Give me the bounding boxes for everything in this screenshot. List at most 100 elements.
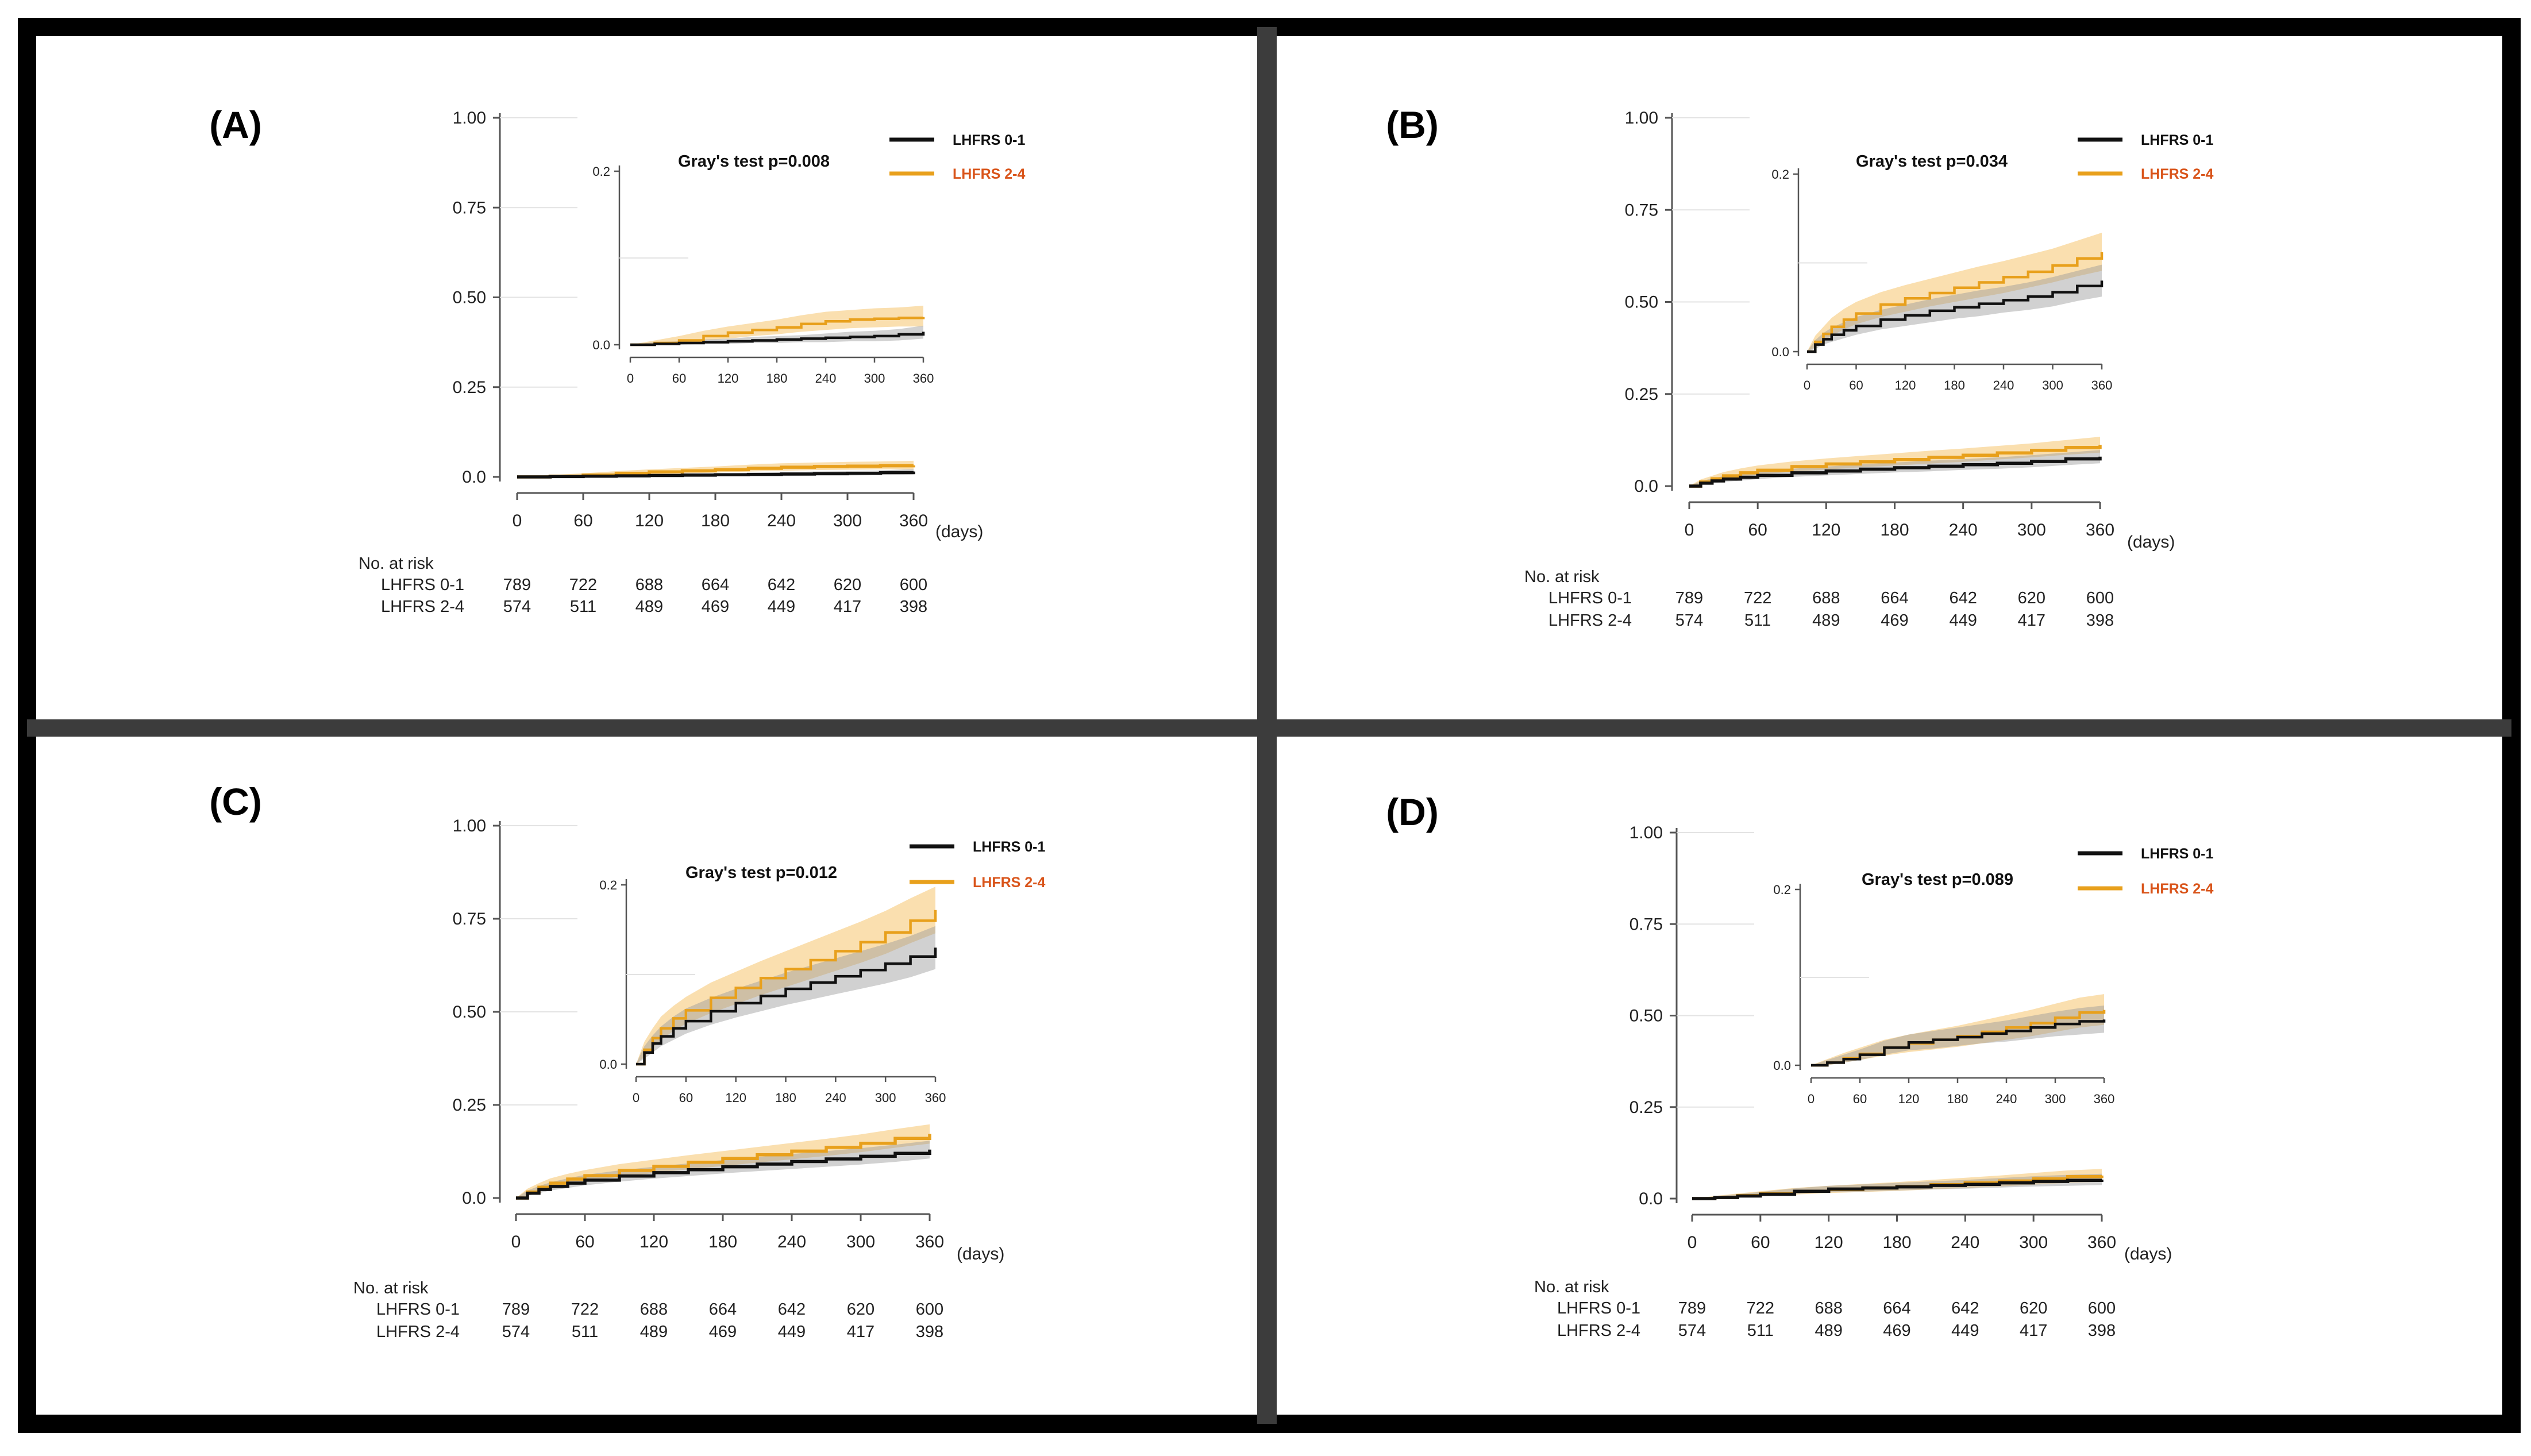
panel-d: (D) 0.0 0.25 0.50 0.75 1.00 0 60 120 180 240 300 360… [1386, 791, 2213, 1340]
legend-label-lhfrs-2-4: LHFRS 2-4 [2141, 166, 2214, 182]
inset-x-tick-label: 360 [2091, 378, 2113, 392]
inset-series-line-lhfrs-0-1 [1807, 280, 2104, 353]
main-y-tick-label: 0.75 [453, 198, 486, 217]
main-x-tick-label: 180 [1880, 521, 1909, 540]
main-y-axis: 0.0 0.25 0.50 0.75 1.00 [453, 816, 577, 1208]
main-x-tick-label: 60 [573, 511, 592, 530]
inset-x-tick-label: 120 [1898, 1092, 1920, 1106]
risk-count: 417 [2018, 611, 2045, 630]
inset-plot: 0.0 0.2 0 60 120 180 240 300 360 [1773, 883, 2114, 1106]
inset-x-tick-label: 240 [825, 1091, 846, 1105]
risk-count: 600 [900, 576, 927, 594]
main-x-tick-label: 0 [1688, 1233, 1697, 1252]
inset-curves [636, 887, 937, 1066]
main-series-line-lhfrs-0-1 [1692, 1178, 2104, 1200]
main-curves [1692, 1169, 2104, 1200]
main-x-tick-label: 120 [640, 1232, 668, 1251]
risk-count: 600 [2086, 589, 2114, 607]
legend-label-lhfrs-0-1: LHFRS 0-1 [2141, 132, 2214, 148]
main-y-tick-label: 0.0 [462, 468, 486, 487]
risk-table-title: No. at risk [1534, 1278, 1609, 1296]
inset-x-tick-label: 60 [1849, 378, 1863, 392]
main-y-axis: 0.0 0.25 0.50 0.75 1.00 [453, 109, 577, 487]
inset-curves [630, 306, 925, 346]
risk-count: 722 [1747, 1299, 1774, 1318]
inset-x-tick-label: 360 [913, 371, 934, 386]
legend-label-lhfrs-2-4: LHFRS 2-4 [953, 166, 1026, 182]
main-curves [516, 1124, 931, 1200]
main-x-tick-label: 0 [1685, 521, 1694, 540]
main-x-tick-label: 60 [1748, 521, 1767, 540]
risk-count: 417 [2020, 1322, 2047, 1340]
inset-y-tick-label: 0.0 [592, 338, 610, 352]
main-x-tick-label: 180 [701, 511, 730, 530]
inset-x-tick-label: 180 [775, 1091, 796, 1105]
risk-count: 620 [2020, 1299, 2047, 1318]
risk-count: 664 [702, 576, 729, 594]
main-x-axis: 0 60 120 180 240 300 360 (days) [511, 1213, 1004, 1264]
main-x-tick-label: 120 [1812, 521, 1840, 540]
inset-y-tick-label: 0.2 [592, 164, 610, 179]
risk-count: 511 [1744, 611, 1771, 630]
risk-count: 574 [1678, 1322, 1706, 1340]
x-unit-label: (days) [957, 1245, 1004, 1264]
risk-count: 600 [2088, 1299, 2116, 1318]
inset-y-tick-label: 0.0 [599, 1057, 617, 1072]
risk-count: 789 [502, 1300, 530, 1319]
main-y-tick-label: 0.75 [453, 910, 486, 929]
risk-count: 469 [1883, 1322, 1910, 1340]
legend-label-lhfrs-2-4: LHFRS 2-4 [2141, 881, 2214, 897]
risk-count: 469 [1881, 611, 1908, 630]
inset-x-tick-label: 120 [718, 371, 739, 386]
risk-count: 620 [834, 576, 861, 594]
main-x-tick-label: 0 [511, 1232, 521, 1251]
main-series-line-lhfrs-0-1 [516, 1149, 931, 1200]
risk-count: 574 [503, 598, 531, 616]
risk-count: 398 [2088, 1322, 2116, 1340]
grays-test-label: Gray's test p=0.034 [1856, 152, 2008, 171]
risk-count: 642 [778, 1300, 806, 1319]
risk-count: 688 [1812, 589, 1840, 607]
risk-count: 489 [635, 598, 663, 616]
risk-count: 722 [1744, 589, 1771, 607]
inset-x-tick-label: 300 [875, 1091, 896, 1105]
inset-plot: 0.0 0.2 0 60 120 180 240 300 360 [1771, 167, 2112, 392]
main-x-tick-label: 0 [513, 511, 522, 530]
risk-count: 469 [709, 1323, 737, 1341]
inset-x-tick-label: 180 [766, 371, 788, 386]
inset-x-tick-label: 0 [633, 1091, 640, 1105]
inset-x-tick-label: 0 [627, 371, 634, 386]
inset-x-tick-label: 120 [1895, 378, 1916, 392]
legend: LHFRS 0-1 LHFRS 2-4 [2078, 132, 2214, 182]
inset-series-line-lhfrs-0-1 [636, 947, 937, 1066]
risk-count: 688 [640, 1300, 668, 1319]
main-y-tick-label: 0.50 [453, 288, 486, 307]
main-x-tick-label: 300 [833, 511, 862, 530]
main-y-axis: 0.0 0.25 0.50 0.75 1.00 [1629, 823, 1754, 1208]
risk-count: 511 [1747, 1322, 1774, 1340]
panel-label: (A) [209, 103, 262, 146]
panel-c: (C) 0.0 0.25 0.50 0.75 1.00 0 60 120 180 240 300 360… [209, 780, 1045, 1341]
risk-count: 789 [1675, 589, 1703, 607]
inset-series-line-lhfrs-0-1 [1811, 1019, 2106, 1067]
main-x-tick-label: 300 [2019, 1233, 2048, 1252]
legend: LHFRS 0-1 LHFRS 2-4 [910, 839, 1046, 891]
main-curves [1689, 437, 2102, 488]
main-y-tick-label: 0.50 [1625, 293, 1658, 312]
risk-row-label: LHFRS 0-1 [376, 1300, 460, 1319]
inset-y-tick-label: 0.2 [1771, 167, 1789, 182]
risk-count: 642 [1951, 1299, 1979, 1318]
main-y-tick-label: 0.0 [1639, 1189, 1663, 1208]
x-unit-label: (days) [2124, 1245, 2172, 1264]
inset-y-tick-label: 0.0 [1771, 345, 1789, 359]
grays-test-label: Gray's test p=0.008 [678, 152, 830, 171]
risk-count: 469 [702, 598, 729, 616]
x-unit-label: (days) [935, 522, 983, 541]
panel-label: (D) [1386, 791, 1439, 833]
legend-label-lhfrs-0-1: LHFRS 0-1 [953, 132, 1026, 148]
inset-x-tick-label: 300 [2045, 1092, 2066, 1106]
inset-y-tick-label: 0.0 [1773, 1058, 1791, 1073]
risk-table: No. at risk LHFRS 0-1 789 722 688 664 642 620 60… [1534, 1278, 2116, 1340]
risk-count: 722 [569, 576, 597, 594]
